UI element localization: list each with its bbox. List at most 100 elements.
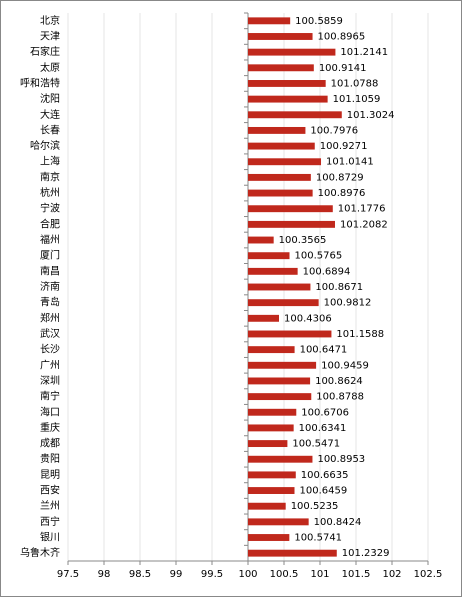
value-label: 100.6341	[299, 423, 347, 434]
y-tick-label: 昆明	[40, 469, 60, 481]
x-tick-label: 102	[382, 569, 401, 580]
bar	[248, 80, 326, 87]
value-label: 100.8624	[315, 376, 363, 387]
y-tick-label: 青岛	[40, 296, 60, 309]
value-label: 101.3024	[347, 110, 395, 121]
y-tick-label: 深圳	[40, 375, 60, 387]
x-tick-label: 102.5	[414, 569, 443, 580]
bar	[248, 48, 336, 56]
bar	[248, 549, 337, 557]
bar	[248, 314, 280, 322]
y-tick-label: 上海	[40, 155, 60, 168]
bar	[248, 189, 313, 197]
bar	[248, 283, 311, 291]
value-label: 100.9812	[324, 298, 372, 309]
value-label: 100.8671	[315, 282, 363, 293]
bar	[248, 126, 306, 134]
x-tick-label: 99	[170, 569, 183, 580]
value-label: 101.1059	[333, 94, 381, 105]
bar	[248, 455, 313, 463]
value-label: 100.6471	[300, 345, 348, 356]
y-tick-label: 长春	[40, 124, 60, 136]
value-label: 100.5741	[294, 533, 342, 544]
value-label: 101.2082	[340, 219, 388, 230]
bar	[248, 205, 333, 213]
y-tick-label: 成都	[40, 438, 60, 450]
value-label: 100.8976	[318, 188, 366, 199]
y-tick-label: 南京	[40, 170, 60, 183]
y-tick-label: 海口	[40, 405, 60, 418]
bar	[248, 267, 298, 275]
x-tick-label: 98.5	[129, 569, 151, 580]
bar	[248, 518, 309, 526]
x-tick-label: 100	[238, 569, 257, 580]
y-tick-label: 西宁	[40, 515, 60, 528]
bar	[248, 471, 296, 479]
bar	[248, 361, 317, 369]
bar	[248, 173, 311, 181]
x-tick-label: 99.5	[201, 569, 223, 580]
y-tick-label: 福州	[40, 233, 60, 246]
value-label: 100.8424	[314, 517, 362, 528]
value-label: 100.6894	[303, 266, 351, 277]
y-tick-label: 北京	[40, 14, 60, 27]
bar	[248, 17, 291, 25]
bar	[248, 299, 319, 307]
value-label: 100.8965	[318, 31, 366, 42]
y-tick-label: 银川	[40, 531, 60, 544]
y-tick-label: 宁波	[40, 202, 60, 215]
y-tick-label: 贵阳	[40, 452, 60, 465]
value-label: 100.7976	[310, 125, 358, 136]
value-label: 100.8953	[317, 454, 365, 465]
y-tick-label: 乌鲁木齐	[20, 546, 60, 559]
value-label: 100.9459	[321, 360, 369, 371]
value-label: 101.0788	[331, 78, 379, 89]
value-label: 100.8729	[316, 172, 364, 183]
y-tick-label: 沈阳	[40, 92, 60, 105]
bar	[248, 440, 288, 448]
y-tick-label: 长沙	[40, 344, 60, 356]
y-tick-label: 大连	[40, 108, 60, 121]
y-tick-label: 济南	[40, 280, 60, 293]
bar	[248, 220, 335, 228]
value-label: 100.4306	[284, 313, 332, 324]
value-label: 100.6706	[301, 407, 349, 418]
bar	[248, 95, 328, 103]
bar	[248, 424, 294, 432]
y-tick-label: 武汉	[40, 327, 60, 340]
x-tick-label: 98	[98, 569, 111, 580]
value-label: 100.8788	[316, 392, 364, 403]
y-tick-label: 厦门	[40, 249, 60, 262]
y-tick-label: 哈尔滨	[30, 139, 60, 152]
value-label: 100.6459	[300, 486, 348, 497]
bar	[248, 330, 332, 338]
bar	[248, 534, 290, 541]
y-tick-label: 石家庄	[30, 45, 60, 58]
bar	[248, 346, 295, 354]
value-label: 101.0141	[326, 157, 374, 168]
y-tick-label: 呼和浩特	[20, 77, 60, 89]
value-label: 100.5471	[292, 439, 340, 450]
y-tick-label: 南宁	[40, 390, 60, 403]
y-tick-label: 杭州	[40, 186, 60, 199]
y-tick-label: 广州	[40, 359, 60, 371]
value-label: 100.5859	[295, 16, 343, 27]
value-label: 100.6635	[301, 470, 349, 481]
value-label: 100.9141	[319, 63, 367, 74]
value-label: 100.9271	[320, 141, 368, 152]
bar	[248, 408, 297, 416]
value-label: 100.5235	[291, 501, 339, 512]
value-label: 101.2141	[340, 47, 388, 58]
bar	[248, 377, 311, 385]
y-tick-label: 南昌	[40, 264, 60, 277]
value-label: 100.5765	[295, 251, 343, 262]
bar	[248, 33, 313, 40]
y-tick-label: 重庆	[40, 421, 60, 434]
bar	[248, 252, 290, 260]
bar	[248, 111, 342, 119]
x-tick-label: 97.5	[57, 569, 79, 580]
bar	[248, 502, 286, 510]
value-label: 101.2329	[342, 548, 390, 559]
